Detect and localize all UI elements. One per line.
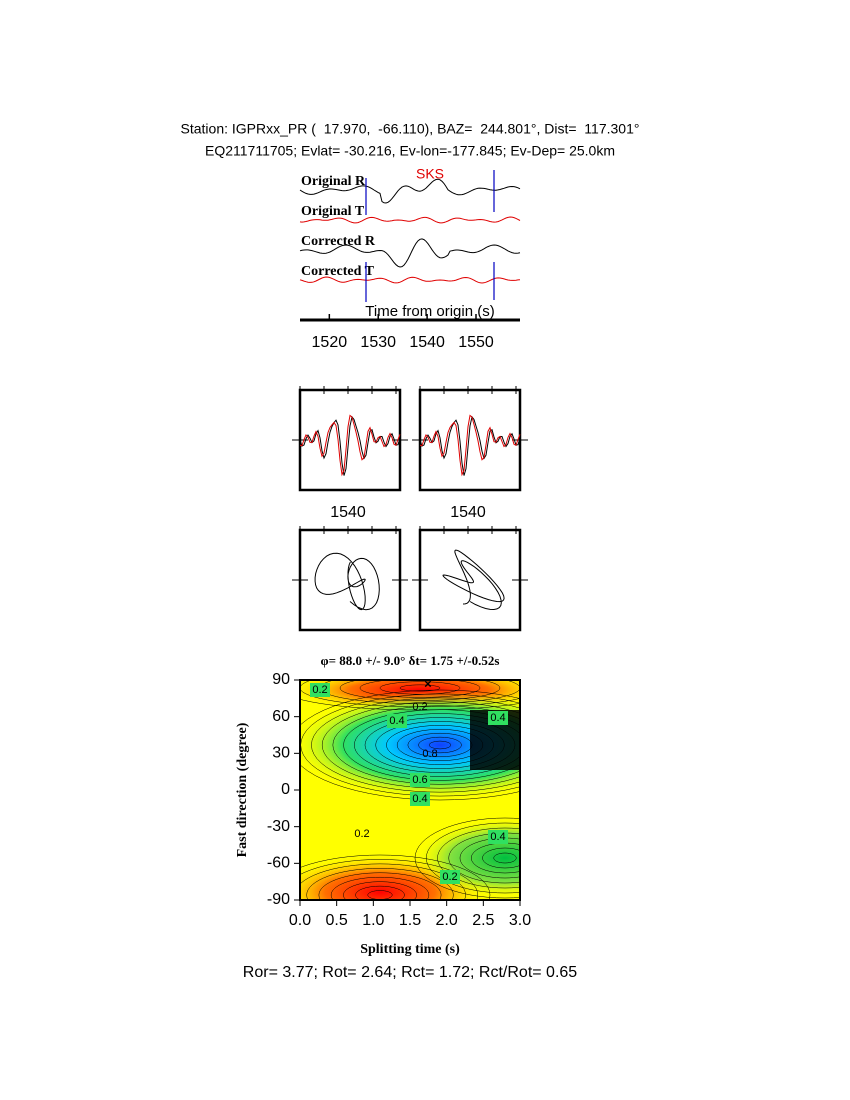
- y-tick-label: -30: [267, 818, 290, 835]
- waveform: [299, 216, 521, 224]
- particle-motion: [442, 549, 505, 611]
- contour-label-box: [488, 711, 508, 725]
- contour-label-box: [310, 683, 330, 697]
- contour-lines: [300, 680, 520, 900]
- trace-label: Corrected R: [301, 234, 376, 249]
- contour-line: [300, 859, 478, 900]
- window-trace: [419, 415, 521, 476]
- contour-label-box: [488, 830, 508, 844]
- window-frame: [418, 528, 522, 632]
- x-tick-label: 1.5: [399, 912, 421, 929]
- contour-line: [300, 689, 520, 801]
- contour-line: [396, 729, 484, 761]
- x-tick-label: 1540: [330, 504, 366, 521]
- contour-line: [375, 721, 505, 769]
- contour-label-box: [410, 792, 430, 806]
- x-tick-label: 2.0: [436, 912, 458, 929]
- window-trace: [299, 414, 401, 477]
- contour-line: [343, 881, 417, 900]
- contour-title: φ= 88.0 +/- 9.0° δt= 1.75 +/-0.52s: [321, 653, 500, 668]
- x-tick-label: 1530: [360, 334, 396, 351]
- contour-line: [300, 699, 520, 711]
- header-line: EQ211711705; Evlat= -30.216, Ev-lon=-177…: [205, 143, 615, 159]
- contour-label: 0.6: [412, 774, 427, 786]
- waveform: [299, 238, 521, 268]
- contour-line: [330, 876, 430, 900]
- x-tick-label: 0.0: [289, 912, 311, 929]
- contour-line: [426, 822, 520, 894]
- window-frame: [298, 388, 402, 492]
- y-tick-label: 60: [272, 708, 290, 725]
- window-frame: [418, 388, 522, 492]
- y-tick-label: 0: [281, 781, 290, 798]
- y-tick-label: 90: [272, 671, 290, 688]
- contour-line: [482, 847, 520, 869]
- contour-line: [300, 863, 466, 900]
- contour-line: [311, 697, 520, 793]
- contour-line: [379, 681, 461, 695]
- axis-label: Time from origin (s): [365, 303, 494, 320]
- contour-label: 0.2: [354, 828, 369, 840]
- contour-label: 0.4: [412, 793, 427, 805]
- contour-label: 0.2: [412, 701, 427, 713]
- contour-label: 0.4: [490, 831, 505, 843]
- x-tick-label: 1540: [409, 334, 445, 351]
- contour-line: [300, 854, 491, 900]
- trace-label: Original R: [301, 174, 366, 189]
- y-tick-label: -90: [267, 891, 290, 908]
- contour-label: 0.2: [442, 871, 457, 883]
- contour-line: [318, 872, 442, 900]
- contour-line: [493, 852, 517, 864]
- contour-line: [437, 827, 520, 889]
- contour-line: [354, 713, 520, 777]
- y-tick-label: -60: [267, 855, 290, 872]
- y-axis-label: Fast direction (degree): [235, 722, 250, 857]
- x-axis-label: Splitting time (s): [360, 942, 460, 957]
- x-tick-label: 1.0: [362, 912, 384, 929]
- window-trace: [419, 414, 521, 477]
- header-line: Station: IGPRxx_PR ( 17.970, -66.110), B…: [181, 121, 640, 137]
- contour-line: [300, 680, 520, 708]
- contour-line: [359, 680, 481, 698]
- contour-label-box: [387, 714, 407, 728]
- waveform: [299, 276, 521, 284]
- y-tick-label: 30: [272, 745, 290, 762]
- particle-motion: [314, 552, 380, 611]
- contour-line: [414, 817, 520, 899]
- x-tick-label: 0.5: [326, 912, 348, 929]
- contour-label: 0.2: [312, 684, 327, 696]
- contour-line: [339, 680, 501, 701]
- contour-line: [321, 701, 520, 789]
- contour-line: [429, 740, 451, 750]
- trace-label: Corrected T: [301, 264, 375, 279]
- x-tick-label: 1550: [458, 334, 494, 351]
- contour-label-box: [410, 773, 430, 787]
- x-tick-label: 1540: [450, 504, 486, 521]
- x-tick-label: 3.0: [509, 912, 531, 929]
- contour-label: 0.8: [422, 748, 437, 760]
- contour-line: [364, 717, 516, 773]
- x-tick-label: 2.5: [472, 912, 494, 929]
- footer: Ror= 3.77; Rot= 2.64; Rct= 1.72; Rct/Rot…: [243, 964, 578, 981]
- contour-line: [386, 725, 494, 765]
- phase-label: SKS: [416, 166, 444, 182]
- contour-line: [407, 732, 473, 758]
- trace-label: Original T: [301, 204, 365, 219]
- best-fit-marker: ✕: [424, 680, 432, 691]
- contour-line: [418, 736, 462, 754]
- contour-line: [332, 705, 520, 785]
- window-trace: [299, 415, 401, 476]
- contour-label: 0.4: [490, 712, 505, 724]
- contour-label: 0.4: [389, 715, 404, 727]
- contour-label-box: [440, 870, 460, 884]
- contour-line: [306, 868, 454, 900]
- contour-line: [355, 885, 405, 900]
- misfit-map: [300, 680, 520, 900]
- waveform: [299, 178, 521, 204]
- x-tick-label: 1520: [312, 334, 348, 351]
- contour-line: [399, 684, 441, 692]
